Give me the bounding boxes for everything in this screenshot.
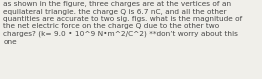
Text: as shown in the figure, three charges are at the vertices of an
equilateral tria: as shown in the figure, three charges ar…	[3, 1, 242, 45]
